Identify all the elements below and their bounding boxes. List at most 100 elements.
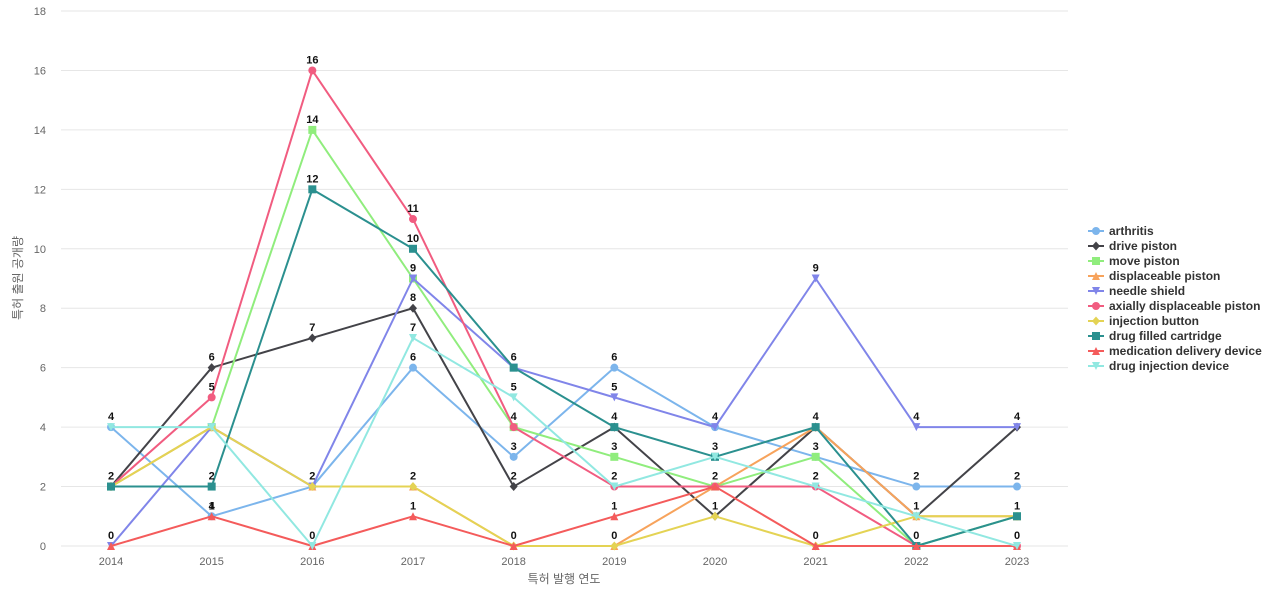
legend-item-drug-filled-cartridge[interactable]: drug filled cartridge — [1088, 329, 1222, 343]
data-point-medication-delivery-device[interactable] — [207, 512, 216, 521]
data-point-drug-filled-cartridge[interactable] — [610, 423, 619, 432]
data-point-medication-delivery-device[interactable] — [509, 542, 518, 550]
data-label: 16 — [306, 54, 318, 66]
data-point-medication-delivery-device[interactable] — [912, 542, 921, 550]
data-label: 0 — [108, 530, 114, 542]
data-point-drug-filled-cartridge[interactable] — [107, 482, 115, 491]
series-line-drug-filled-cartridge[interactable] — [111, 188, 1018, 547]
y-axis-ticks: 0 2 4 6 8 10 12 14 16 18 — [34, 6, 46, 553]
data-label: 1 — [611, 500, 617, 512]
data-point-drive-piston[interactable] — [509, 482, 518, 492]
series-drug-injection-device — [107, 333, 1021, 550]
data-label: 4 — [611, 411, 618, 423]
data-point-medication-delivery-device[interactable] — [409, 512, 417, 521]
data-point-drug-injection-device[interactable] — [912, 512, 921, 521]
data-point-drug-injection-device[interactable] — [610, 482, 619, 491]
data-point-arthritis[interactable] — [409, 363, 417, 372]
data-point-drug-injection-device[interactable] — [207, 423, 216, 432]
y-tick-label: 14 — [34, 125, 46, 137]
legend-item-needle-shield[interactable]: needle shield — [1088, 284, 1185, 298]
data-label: 4 — [511, 411, 518, 423]
legend-marker[interactable] — [1092, 316, 1100, 326]
data-point-drug-injection-device[interactable] — [409, 333, 417, 342]
data-point-drug-injection-device[interactable] — [1013, 542, 1021, 550]
data-point-needle-shield[interactable] — [711, 423, 719, 432]
data-point-arthritis[interactable] — [610, 363, 619, 372]
x-tick-label: 2017 — [401, 556, 425, 568]
data-point-medication-delivery-device[interactable] — [610, 512, 619, 521]
series-line-axially-displaceable-piston[interactable] — [110, 69, 1017, 547]
data-point-medication-delivery-device[interactable] — [107, 542, 115, 550]
data-point-axially-displaceable-piston[interactable] — [409, 215, 417, 224]
series-line-injection-button[interactable] — [110, 426, 1017, 547]
legend-item-medication-delivery-device[interactable]: medication delivery device — [1088, 344, 1262, 358]
legend-item-axially-displaceable-piston[interactable]: axially displaceable piston — [1088, 299, 1260, 313]
data-point-needle-shield[interactable] — [912, 423, 921, 432]
series-line-medication-delivery-device[interactable] — [110, 485, 1017, 547]
data-point-arthritis[interactable] — [912, 482, 921, 491]
legend-marker[interactable] — [1092, 241, 1100, 251]
data-point-drive-piston[interactable] — [409, 303, 417, 313]
data-point-drug-injection-device[interactable] — [711, 452, 719, 461]
data-point-injection-button[interactable] — [711, 511, 719, 521]
legend-item-injection-button[interactable]: injection button — [1088, 314, 1199, 328]
data-point-needle-shield[interactable] — [610, 393, 619, 402]
data-point-drive-piston[interactable] — [308, 333, 317, 343]
data-point-drug-filled-cartridge[interactable] — [207, 482, 216, 491]
data-point-injection-button[interactable] — [308, 482, 317, 492]
data-point-needle-shield[interactable] — [409, 274, 417, 283]
legend-item-drug-injection-device[interactable]: drug injection device — [1088, 359, 1229, 373]
data-point-axially-displaceable-piston[interactable] — [207, 393, 216, 402]
legend-item-displaceable-piston[interactable]: displaceable piston — [1088, 269, 1220, 283]
series-line-drug-injection-device[interactable] — [111, 336, 1018, 547]
data-point-axially-displaceable-piston[interactable] — [509, 423, 518, 432]
data-label: 6 — [410, 352, 416, 364]
data-label: 1 — [410, 500, 416, 512]
data-point-drug-injection-device[interactable] — [509, 393, 518, 402]
data-point-drug-injection-device[interactable] — [107, 423, 115, 432]
data-point-drug-filled-cartridge[interactable] — [409, 244, 417, 253]
data-point-medication-delivery-device[interactable] — [711, 482, 719, 491]
data-point-drug-injection-device[interactable] — [811, 482, 820, 491]
series-line-move-piston[interactable] — [110, 128, 1018, 547]
data-label: 9 — [813, 263, 819, 275]
legend-item-move-piston[interactable]: move piston — [1088, 254, 1180, 268]
data-point-injection-button[interactable] — [409, 482, 417, 492]
data-point-needle-shield[interactable] — [811, 274, 820, 283]
data-point-move-piston[interactable] — [308, 125, 317, 134]
data-point-needle-shield[interactable] — [1013, 423, 1021, 432]
legend-marker[interactable] — [1092, 272, 1100, 280]
x-tick-label: 2020 — [703, 556, 727, 568]
data-point-move-piston[interactable] — [811, 452, 820, 461]
legend-marker[interactable] — [1092, 227, 1100, 235]
data-point-drug-filled-cartridge[interactable] — [1013, 512, 1021, 521]
legend-item-arthritis[interactable]: arthritis — [1088, 224, 1154, 238]
legend-label: medication delivery device — [1109, 344, 1262, 358]
legend-item-drive-piston[interactable]: drive piston — [1088, 239, 1177, 253]
data-point-medication-delivery-device[interactable] — [811, 542, 820, 550]
legend-marker[interactable] — [1092, 332, 1100, 340]
data-label: 7 — [410, 322, 416, 334]
legend-marker[interactable] — [1092, 362, 1100, 370]
legend-marker[interactable] — [1092, 257, 1100, 265]
data-point-drug-filled-cartridge[interactable] — [509, 363, 518, 372]
legend-marker[interactable] — [1092, 347, 1100, 355]
data-label: 4 — [813, 411, 820, 423]
data-point-axially-displaceable-piston[interactable] — [308, 66, 317, 75]
data-point-drug-filled-cartridge[interactable] — [308, 185, 317, 194]
series-lines — [107, 66, 1021, 551]
data-label: 5 — [511, 381, 517, 393]
data-point-move-piston[interactable] — [610, 452, 619, 461]
data-point-injection-button[interactable] — [610, 541, 619, 551]
y-tick-label: 8 — [40, 303, 46, 315]
data-point-drive-piston[interactable] — [207, 363, 216, 373]
data-point-arthritis[interactable] — [1013, 482, 1021, 491]
x-tick-label: 2015 — [199, 556, 223, 568]
legend-marker[interactable] — [1092, 287, 1100, 295]
legend-marker[interactable] — [1092, 302, 1100, 310]
data-point-drug-injection-device[interactable] — [308, 542, 317, 550]
data-point-arthritis[interactable] — [509, 452, 518, 461]
data-point-drug-filled-cartridge[interactable] — [811, 423, 820, 432]
x-tick-label: 2018 — [501, 556, 525, 568]
